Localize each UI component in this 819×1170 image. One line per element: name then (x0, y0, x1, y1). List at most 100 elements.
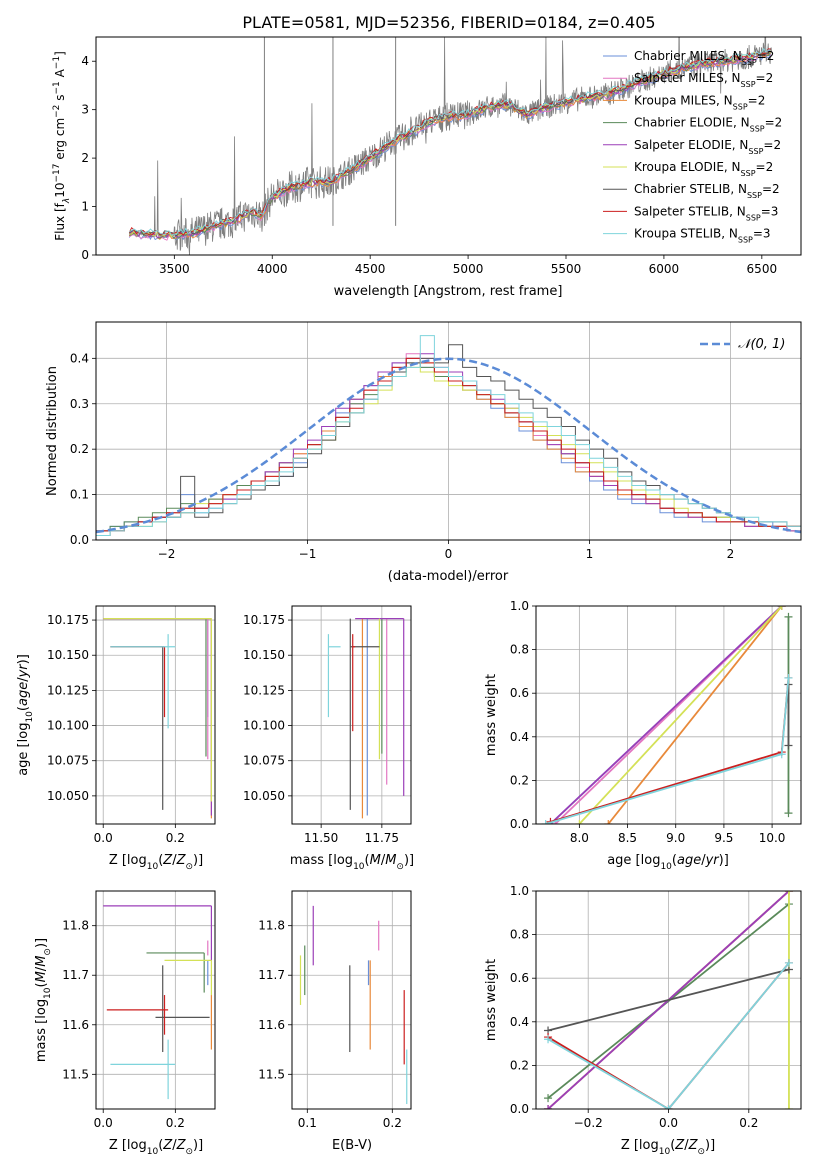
x-tick-label: 0.2 (166, 1116, 185, 1130)
y-tick-label: 0 (81, 248, 89, 262)
y-tick-label: 10.125 (243, 683, 285, 697)
y-tick-label: 1.0 (510, 884, 529, 898)
mass-weight-marker (544, 1035, 553, 1044)
age-vs-Z-panel: 0.0 0.2 10.050 10.075 10.100 10.125 10.150 10.1… (16, 605, 216, 872)
x-tick-label: 0.2 (166, 831, 185, 845)
legend-entry: Chabrier STELIB, NSSP=2 (634, 182, 780, 200)
errorbar-point (103, 618, 212, 802)
histogram-step-line (96, 335, 801, 540)
x-tick-label: 0.0 (659, 1116, 678, 1130)
x-axis-label: Z [log10(Z/Z⊙)] (109, 1138, 203, 1157)
mass-weight-line (578, 606, 783, 824)
x-tick-label: 3500 (159, 262, 190, 276)
x-tick-label: 8.0 (570, 831, 589, 845)
errorbar-point (110, 1039, 176, 1100)
y-tick-label: 11.6 (62, 1018, 89, 1032)
mass-weight-line (547, 962, 790, 1109)
mass-weight-marker (604, 820, 613, 824)
y-tick-label: 10.125 (47, 683, 89, 697)
mass-weight-line (550, 677, 790, 823)
errorbar-point (352, 634, 356, 732)
mass-weight-line (547, 968, 790, 1032)
x-axis-label: (data-model)/error (388, 569, 509, 584)
x-tick-label: 1 (586, 547, 594, 561)
age-vs-mass-panel: 11.50 11.75 10.050 10.075 10.100 10.125 10.150… (243, 605, 414, 872)
mass-vs-EBV-panel: 0.1 0.2 11.5 11.6 11.7 11.8 E(B-V) (258, 890, 412, 1153)
y-tick-label: 10.175 (47, 613, 89, 627)
y-tick-label: 0.2 (510, 773, 529, 787)
y-tick-label: 11.5 (62, 1067, 89, 1081)
y-tick-label: 0.6 (510, 971, 529, 985)
errorbar-point (155, 965, 210, 1053)
mass-weight-line (549, 606, 783, 824)
legend-entry: Salpeter STELIB, NSSP=3 (634, 204, 778, 222)
mass-weight-vs-Z-panel: −0.2 0.0 0.2 0.0 0.2 0.4 0.6 0.8 1.0 Z [log10(Z/… (484, 884, 802, 1157)
errorbar-point (110, 634, 176, 729)
x-axis-label: age [log10(age/yr)] (607, 853, 729, 872)
mass-weight-marker (664, 1105, 673, 1109)
mass-weight-marker (777, 750, 786, 759)
model-spectrum-line (128, 48, 771, 236)
x-tick-label: 0.0 (94, 831, 113, 845)
residual-legend: 𝒩(0, 1) (700, 337, 785, 352)
y-tick-label: 0.4 (510, 730, 529, 744)
y-axis-label: mass [log10(M/M⊙)] (34, 938, 53, 1062)
y-axis-label: mass weight (484, 959, 499, 1041)
spectrum-panel: 3500 4000 4500 5000 5500 6000 6500 0 1 2 3 4 wavele… (52, 36, 802, 299)
errorbar-point (164, 959, 212, 996)
y-tick-label: 1 (81, 200, 89, 214)
x-tick-label: 5000 (453, 262, 484, 276)
y-axis-label: Flux [fλ10−17 erg cm−2 s−1 A−1] (52, 51, 72, 241)
x-axis-label: E(B-V) (332, 1138, 372, 1153)
x-tick-label: 0 (445, 547, 453, 561)
errorbar-point (103, 905, 212, 961)
y-tick-label: 0.2 (510, 1058, 529, 1072)
mass-weight-marker (784, 673, 793, 682)
mass-weight-marker (575, 820, 584, 824)
x-tick-label: −2 (158, 547, 176, 561)
y-axis-label: mass weight (484, 674, 499, 756)
x-tick-label: 11.75 (365, 831, 399, 845)
y-tick-label: 10.050 (243, 789, 285, 803)
mass-weight-vs-age-panel: 8.0 8.5 9.0 9.5 10.0 0.0 0.2 0.4 0.6 0.8 1.0 age [… (484, 599, 802, 872)
y-tick-label: 11.7 (258, 968, 285, 982)
model-spectrum-line (129, 52, 772, 241)
y-tick-label: 0.3 (70, 397, 89, 411)
mass-weight-marker (777, 606, 786, 610)
errorbar-point (103, 618, 209, 718)
errorbar-point (146, 952, 205, 993)
residual-histogram-panel: −2 −1 0 1 2 0.0 0.1 0.2 0.3 0.4 (data-model)/erro… (45, 321, 802, 584)
x-tick-label: 6500 (747, 262, 778, 276)
errorbar-point (110, 646, 166, 718)
y-tick-label: 0.1 (70, 488, 89, 502)
mass-weight-marker (784, 612, 793, 621)
gaussian-curve (96, 357, 801, 534)
model-spectrum-line (129, 47, 771, 236)
y-tick-label: 0.8 (510, 643, 529, 657)
y-tick-label: 0.8 (510, 928, 529, 942)
legend-entry: Salpeter ELODIE, NSSP=2 (634, 138, 781, 156)
x-tick-label: 6000 (649, 262, 680, 276)
mass-weight-marker (544, 1105, 553, 1109)
x-axis-label: mass [log10(M/M⊙)] (290, 853, 414, 872)
mass-weight-marker (544, 1094, 553, 1103)
mass-weight-marker (784, 891, 793, 895)
legend-entry: 𝒩(0, 1) (738, 337, 785, 352)
y-tick-label: 10.075 (243, 754, 285, 768)
y-tick-label: 3 (81, 103, 89, 117)
y-tick-label: 11.7 (62, 968, 89, 982)
y-tick-label: 0.6 (510, 686, 529, 700)
y-tick-label: 10.150 (243, 648, 285, 662)
mass-weight-marker (784, 1105, 793, 1109)
x-tick-label: 0.1 (298, 1116, 317, 1130)
legend-entry: Chabrier ELODIE, NSSP=2 (634, 116, 782, 134)
x-tick-label: 4000 (257, 262, 288, 276)
y-tick-label: 0.4 (70, 351, 89, 365)
y-tick-label: 4 (81, 54, 89, 68)
errorbar-point (103, 618, 212, 819)
x-tick-label: 2 (727, 547, 735, 561)
y-tick-label: 0.0 (510, 817, 529, 831)
legend-entry: Kroupa ELODIE, NSSP=2 (634, 160, 773, 178)
legend-entry: Kroupa STELIB, NSSP=3 (634, 227, 771, 245)
